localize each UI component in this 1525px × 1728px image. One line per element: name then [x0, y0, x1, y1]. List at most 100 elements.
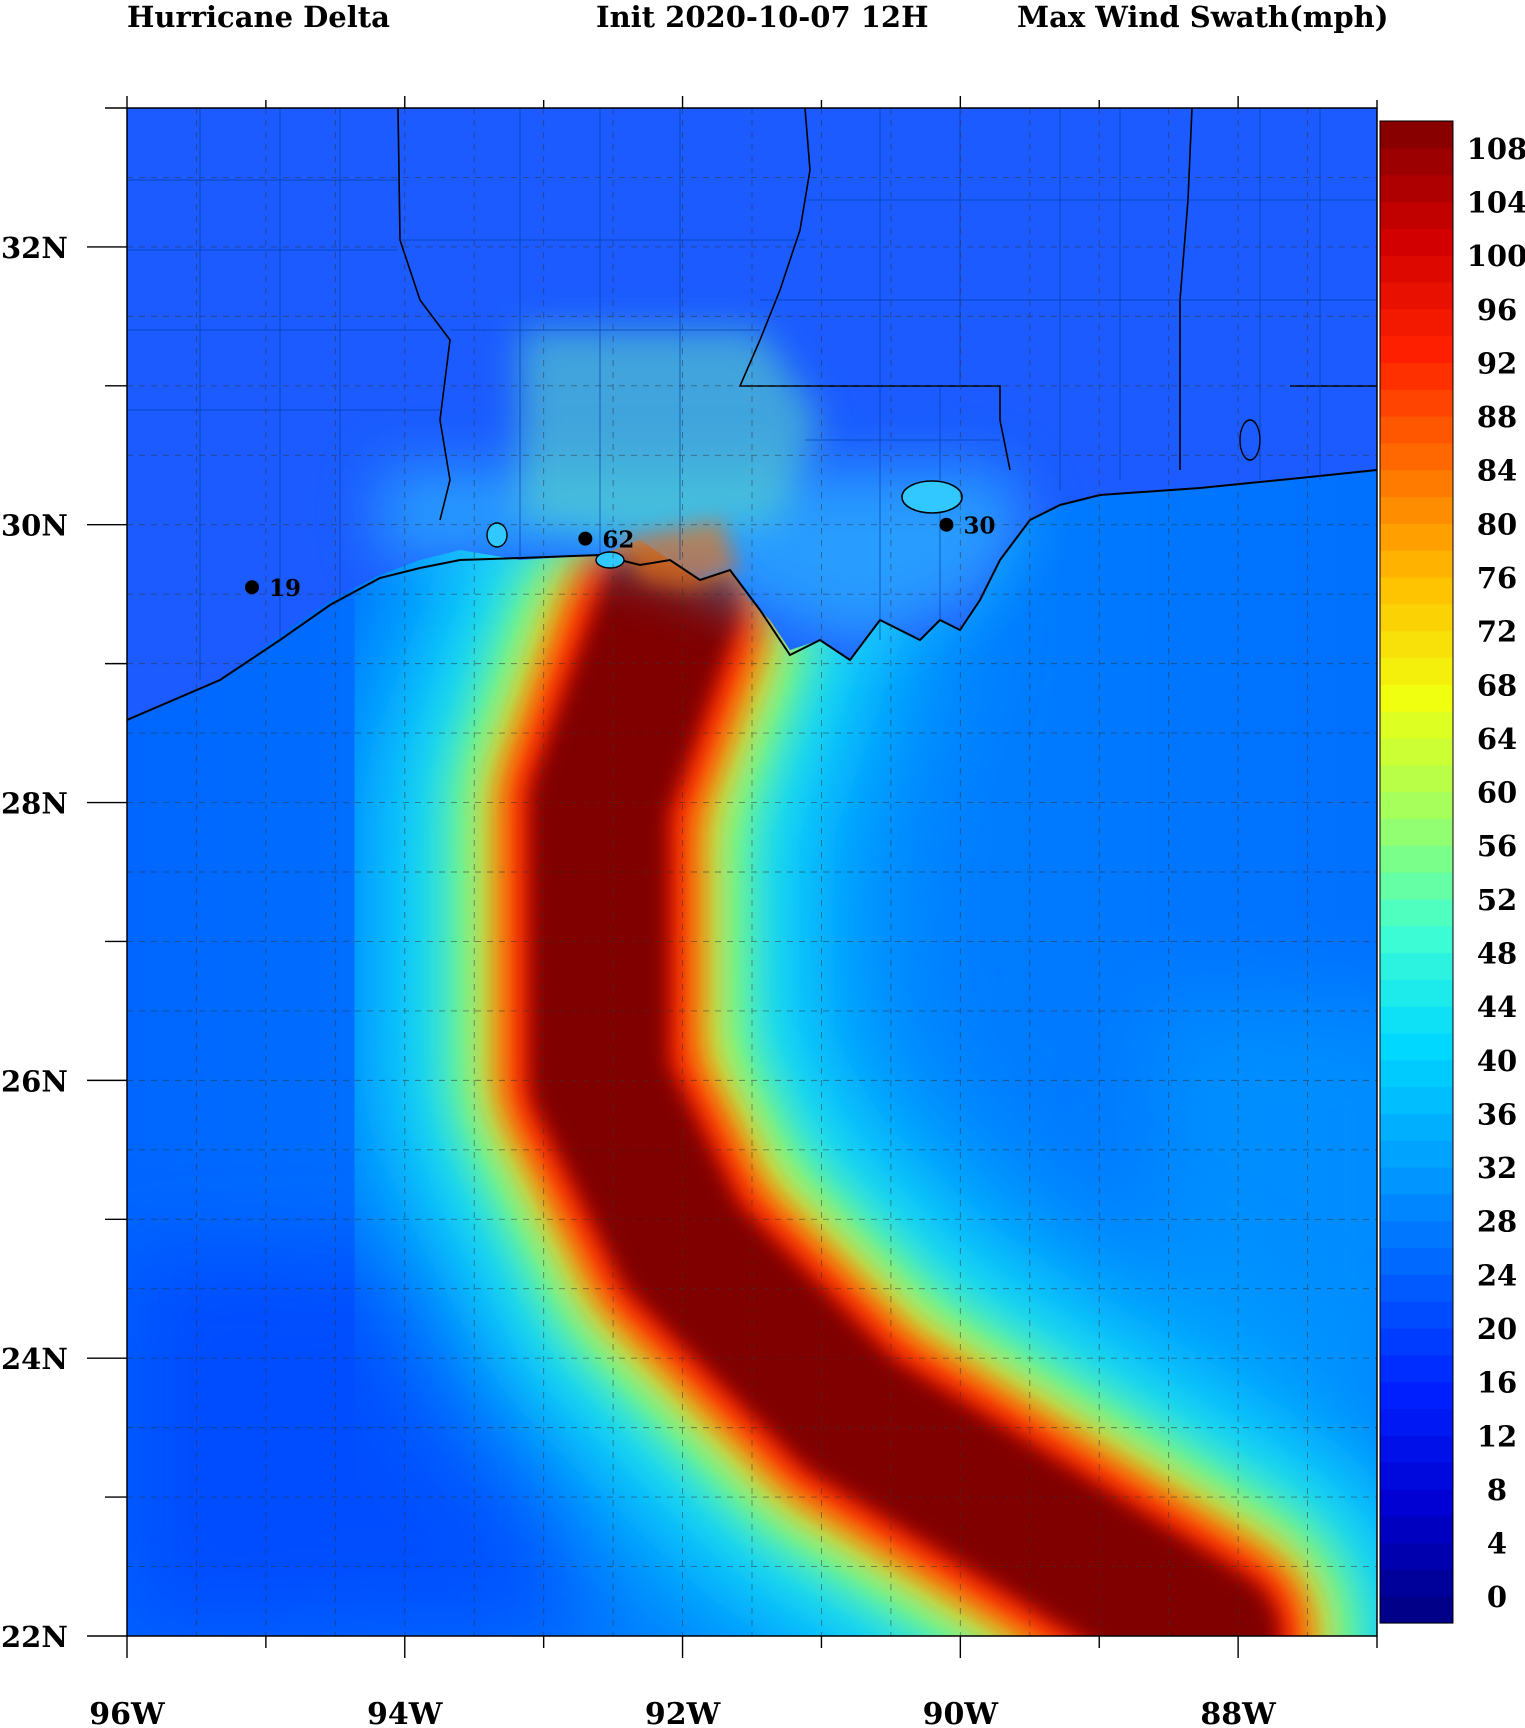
colorbar-label: 68: [1477, 668, 1517, 702]
colorbar-label: 76: [1477, 561, 1517, 595]
station-value: 19: [269, 575, 301, 602]
station-dot: [939, 517, 954, 532]
colorbar-band: [1380, 416, 1453, 444]
colorbar-label: 96: [1477, 293, 1517, 327]
x-tick-label: 88W: [1200, 1697, 1277, 1728]
colorbar-label: 20: [1477, 1312, 1517, 1346]
colorbar-band: [1380, 630, 1453, 659]
storm-title: Hurricane Delta: [127, 0, 390, 34]
colorbar-band: [1380, 791, 1453, 819]
coastline: [127, 469, 1377, 721]
colorbar-band: [1380, 1006, 1453, 1034]
colorbar-band: [1380, 335, 1453, 363]
colorbar-label: 60: [1477, 776, 1517, 810]
colorbar-band: [1380, 1515, 1453, 1544]
colorbar: [1379, 120, 1454, 1624]
x-axis-labels: 96W 94W 92W 90W 88W: [89, 1697, 1277, 1728]
colorbar-band: [1380, 845, 1453, 873]
colorbar-band: [1380, 147, 1453, 176]
colorbar-band: [1380, 201, 1453, 229]
colorbar-band: [1380, 925, 1453, 954]
colorbar-band: [1380, 603, 1453, 632]
colorbar-band: [1380, 1113, 1453, 1141]
colorbar-label: 92: [1477, 346, 1517, 380]
colorbar-label: 80: [1477, 507, 1517, 541]
colorbar-band: [1380, 308, 1453, 337]
station-value: 62: [602, 527, 634, 554]
colorbar-band: [1380, 174, 1453, 203]
x-tick-label: 90W: [923, 1697, 1000, 1728]
map-frame: [126, 107, 1378, 1637]
lake-pontchartrain: [901, 480, 963, 514]
colorbar-label: 56: [1477, 829, 1517, 863]
colorbar-label: 52: [1477, 883, 1517, 917]
colorbar-band: [1380, 1301, 1453, 1329]
colorbar-band: [1380, 1462, 1453, 1490]
colorbar-band: [1380, 1569, 1453, 1597]
colorbar-band: [1380, 1327, 1453, 1356]
colorbar-band: [1380, 818, 1453, 846]
lake: [595, 551, 625, 569]
colorbar-band: [1380, 550, 1453, 578]
colorbar-label: 24: [1477, 1258, 1517, 1292]
colorbar-band: [1380, 711, 1453, 739]
colorbar-band: [1380, 1274, 1453, 1302]
x-tick-label: 96W: [89, 1697, 166, 1728]
colorbar-band: [1380, 1086, 1453, 1114]
lat-lon-grid: [127, 108, 1377, 1636]
colorbar-band: [1380, 764, 1453, 793]
colorbar-label: 4: [1487, 1527, 1507, 1561]
colorbar-label: 16: [1477, 1366, 1517, 1400]
colorbar-band: [1380, 952, 1453, 980]
colorbar-band: [1380, 684, 1453, 712]
colorbar-band: [1380, 737, 1453, 766]
colorbar-label: 0: [1487, 1580, 1507, 1614]
station-dot: [245, 580, 259, 595]
x-tick-label: 92W: [645, 1697, 722, 1728]
colorbar-band: [1380, 442, 1453, 471]
colorbar-label: 28: [1477, 1205, 1517, 1239]
colorbar-label: 108: [1467, 132, 1525, 166]
colorbar-band: [1380, 389, 1453, 417]
product-title: Max Wind Swath(mph): [1017, 0, 1389, 34]
colorbar-label: 84: [1477, 454, 1517, 488]
colorbar-label: 32: [1477, 1151, 1517, 1185]
lake: [486, 522, 508, 548]
colorbar-band: [1380, 1596, 1453, 1624]
colorbar-band: [1380, 1381, 1453, 1410]
colorbar-label: 88: [1477, 400, 1517, 434]
station-markers: 19 62 30: [245, 513, 995, 602]
colorbar-label: 44: [1477, 990, 1517, 1024]
colorbar-band: [1380, 657, 1453, 685]
colorbar-band: [1380, 898, 1453, 927]
colorbar-label: 36: [1477, 1097, 1517, 1131]
y-tick-label: 30N: [1, 509, 68, 543]
colorbar-band: [1380, 1220, 1453, 1249]
colorbar-band: [1380, 228, 1453, 256]
colorbar-band: [1380, 523, 1453, 551]
colorbar-label: 12: [1477, 1419, 1517, 1453]
colorbar-label: 104: [1467, 185, 1525, 219]
colorbar-labels: 1081041009692888480767268646056524844403…: [1467, 132, 1525, 1614]
station-dot: [578, 531, 593, 546]
colorbar-band: [1380, 1247, 1453, 1275]
colorbar-band: [1380, 979, 1453, 1007]
y-tick-label: 26N: [1, 1064, 68, 1098]
bay: [1239, 419, 1261, 461]
axis-ticks: [87, 96, 1378, 1658]
colorbar-band: [1380, 1542, 1453, 1570]
colorbar-label: 48: [1477, 936, 1517, 970]
colorbar-band: [1380, 1059, 1453, 1088]
colorbar-label: 72: [1477, 615, 1517, 649]
y-tick-label: 32N: [1, 231, 68, 265]
colorbar-band: [1380, 1354, 1453, 1383]
y-axis-labels: 32N 30N 28N 26N 24N 22N: [1, 231, 68, 1654]
colorbar-band: [1380, 1488, 1453, 1517]
colorbar-band: [1380, 121, 1453, 149]
colorbar-band: [1380, 496, 1453, 524]
colorbar-label: 8: [1487, 1473, 1507, 1507]
colorbar-band: [1380, 576, 1453, 605]
colorbar-label: 64: [1477, 722, 1517, 756]
colorbar-label: 40: [1477, 1044, 1517, 1078]
